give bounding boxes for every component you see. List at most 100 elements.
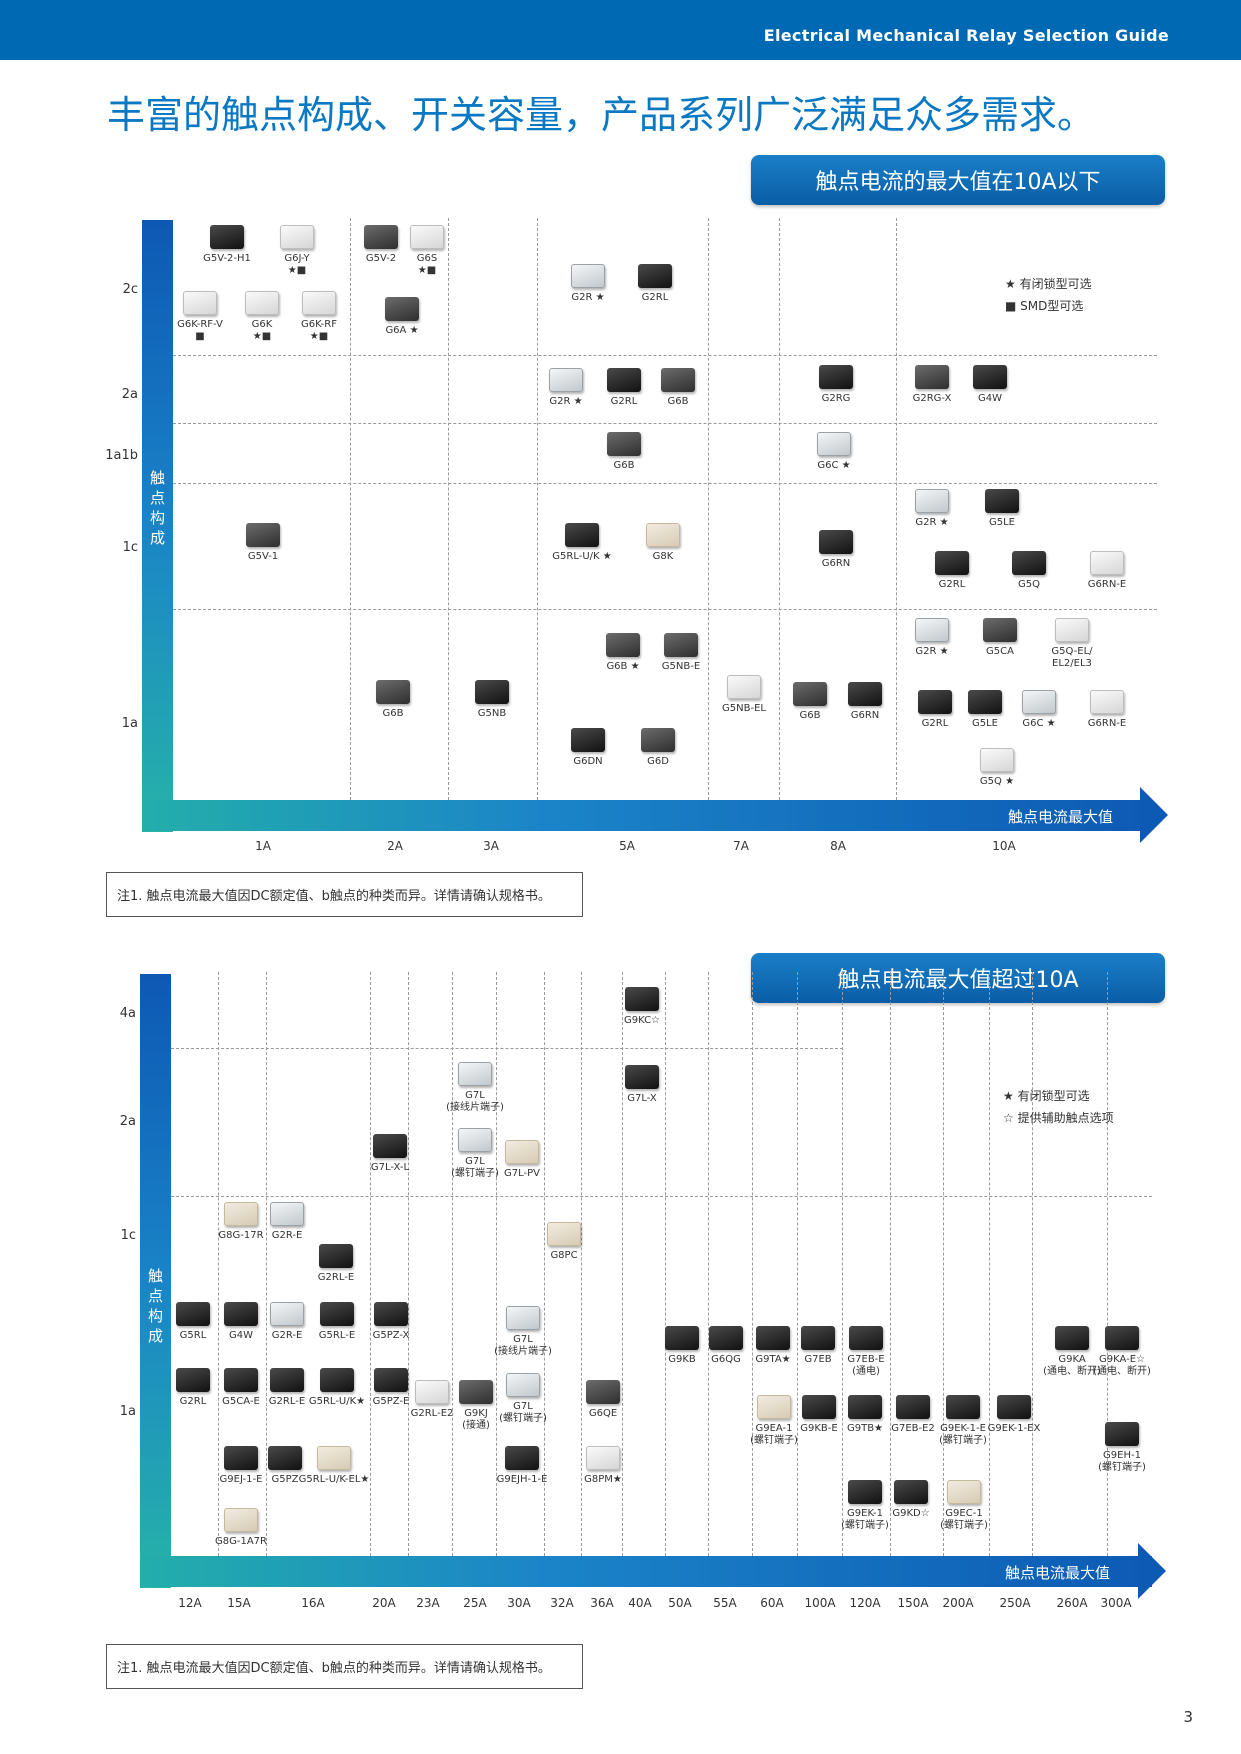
section1-product: G6K-RF-V ■ xyxy=(168,291,232,343)
section2-product: G9EC-1 (螺钉端子) xyxy=(932,1480,996,1532)
section2-y-axis xyxy=(140,974,171,1588)
section2-legend: ★ 有闭锁型可选 ☆ 提供辅助触点选项 xyxy=(1003,1085,1114,1129)
section2-col-label: 100A xyxy=(804,1596,836,1610)
section2-col-divider xyxy=(1032,972,1033,1556)
product-name: G6QE xyxy=(588,1408,618,1419)
product-name: G5RL-U/K★ xyxy=(308,1396,366,1407)
product-name: G6DN xyxy=(573,756,603,767)
relay-image xyxy=(661,368,695,392)
section1-product: G6B ★ xyxy=(591,633,655,673)
section1-product: G6B xyxy=(361,680,425,720)
product-name: G9EK-1-E (螺钉端子) xyxy=(939,1423,987,1446)
relay-image xyxy=(625,1065,659,1089)
relay-image xyxy=(586,1446,620,1470)
product-name: G6QG xyxy=(711,1354,741,1365)
section1-product: G2RL xyxy=(592,368,656,408)
section2-col-label: 50A xyxy=(668,1596,692,1610)
product-name: G8PM★ xyxy=(584,1474,622,1485)
product-name: G6K-RF xyxy=(301,319,337,330)
section2-product: G9EA-1 (螺钉端子) xyxy=(742,1395,806,1447)
section1-row-divider xyxy=(173,609,1157,610)
section2-col-label: 32A xyxy=(550,1596,574,1610)
relay-image xyxy=(756,1326,790,1350)
section2-product: G9TB★ xyxy=(833,1395,897,1435)
section1-col-divider xyxy=(779,218,780,800)
section2-x-title: 触点电流最大值 xyxy=(1005,1564,1111,1582)
relay-image xyxy=(606,633,640,657)
product-name: G5PZ-X xyxy=(372,1330,410,1341)
section2-product: G6QG xyxy=(694,1326,758,1366)
relay-image xyxy=(505,1446,539,1470)
relay-image xyxy=(727,675,761,699)
product-name: G5CA xyxy=(986,646,1014,657)
product-name: G9KA (通电、断开) xyxy=(1043,1354,1101,1377)
relay-image xyxy=(607,368,641,392)
product-name: G6K-RF-V xyxy=(177,319,223,330)
section2-product: G5PZ xyxy=(253,1446,317,1486)
product-name: G5NB-E xyxy=(661,661,701,672)
relay-image xyxy=(638,264,672,288)
section2-product: G9KA (通电、断开) xyxy=(1040,1326,1104,1378)
product-name: G6RN xyxy=(850,710,880,721)
section2-x-arrow xyxy=(1138,1543,1166,1599)
section1-product: G6RN-E xyxy=(1075,690,1139,730)
section1-x-arrow xyxy=(1140,787,1168,843)
section2-product: G9KB-E xyxy=(787,1395,851,1435)
section1-product: G6J-Y ★■ xyxy=(265,225,329,277)
relay-image xyxy=(373,1134,407,1158)
product-name: G5Q ★ xyxy=(979,776,1015,787)
product-name: G6RN-E xyxy=(1087,718,1127,729)
section1-product: G6DN xyxy=(556,728,620,768)
product-name: G7L-X-L xyxy=(370,1162,410,1173)
relay-image xyxy=(270,1202,304,1226)
section1-product: G6K-RF ★■ xyxy=(287,291,351,343)
section2-product: G7EB-E2 xyxy=(881,1395,945,1435)
section1-row-label: 1c xyxy=(122,540,138,555)
relay-image xyxy=(968,690,1002,714)
section2-y-title: 触点构成 xyxy=(147,1267,163,1345)
relay-image xyxy=(224,1368,258,1392)
section1-product: G6C ★ xyxy=(1007,690,1071,730)
section1-product: G8K xyxy=(631,523,695,563)
relay-image xyxy=(245,291,279,315)
relay-image xyxy=(317,1446,351,1470)
product-name: G2RL xyxy=(610,396,638,407)
section1-product: G6B xyxy=(592,432,656,472)
product-name: G9KB-E xyxy=(800,1423,838,1434)
relay-image xyxy=(849,1326,883,1350)
relay-image xyxy=(458,1128,492,1152)
relay-image xyxy=(364,225,398,249)
section1-col-label: 2A xyxy=(387,839,403,853)
product-name: G2R ★ xyxy=(915,646,949,657)
header-title: Electrical Mechanical Relay Selection Gu… xyxy=(763,26,1169,45)
relay-image xyxy=(586,1380,620,1404)
section1-row-divider xyxy=(173,355,1157,356)
page-number: 3 xyxy=(1183,1708,1193,1726)
product-name: G6B ★ xyxy=(606,661,640,672)
section2-product: G5PZ-X xyxy=(359,1302,423,1342)
section1-product: G6K ★■ xyxy=(230,291,294,343)
section2-col-divider xyxy=(842,972,843,1556)
section1-row-label: 1a1b xyxy=(105,448,138,463)
product-name: G6B xyxy=(667,396,689,407)
section1-y-title: 触点构成 xyxy=(149,469,165,547)
product-options: ■ xyxy=(195,331,205,342)
section1-product: G5LE xyxy=(970,489,1034,529)
relay-image xyxy=(1105,1326,1139,1350)
section2-product: G9EJ-1-E xyxy=(209,1446,273,1486)
product-name: G6K xyxy=(251,319,273,330)
section2-product: G9KD☆ xyxy=(879,1480,943,1520)
section2-product: G9KB xyxy=(650,1326,714,1366)
relay-image xyxy=(415,1380,449,1404)
relay-image xyxy=(374,1368,408,1392)
relay-image xyxy=(915,365,949,389)
section2-product: G9EK-1-EX xyxy=(982,1395,1046,1435)
product-name: G7EB-E (通电) xyxy=(847,1354,885,1377)
relay-image xyxy=(224,1508,258,1532)
relay-image xyxy=(224,1302,258,1326)
relay-image xyxy=(224,1202,258,1226)
section1-col-label: 10A xyxy=(992,839,1016,853)
relay-image xyxy=(894,1480,928,1504)
section2-col-divider xyxy=(989,972,990,1556)
relay-image xyxy=(819,365,853,389)
